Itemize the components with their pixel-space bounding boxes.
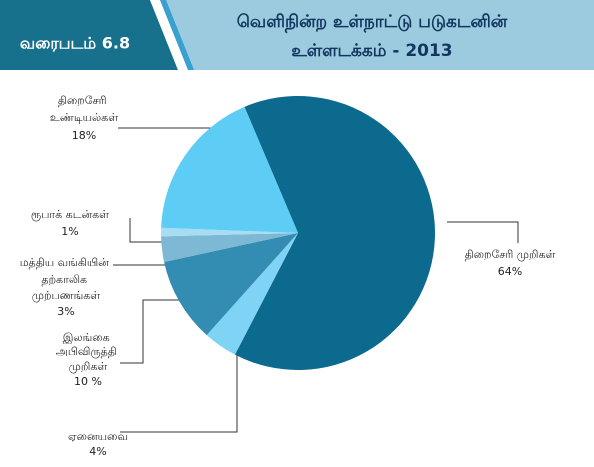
- pie-slice: [234, 95, 436, 370]
- pie-slice: [164, 233, 298, 336]
- slice-label: மத்திய வங்கியின் தற்காலிக முற்பணங்கள்: [20, 256, 113, 302]
- title-banner: [150, 0, 594, 70]
- pie-slice: [206, 233, 298, 355]
- slice-label: திறைசேரி முறிகள்: [465, 248, 556, 261]
- chart-title: உள்ளடக்கம் - 2013: [291, 41, 452, 61]
- label-line: தற்காலிக: [41, 273, 90, 286]
- value-label: 1%: [61, 225, 78, 238]
- label-line: மத்திய வங்கியின்: [20, 256, 113, 269]
- label-line: உண்டியல்கள்: [50, 111, 118, 124]
- label-line: அபிவிருத்தி: [56, 345, 121, 358]
- slice-label: திறைசேரி உண்டியல்கள்: [50, 94, 118, 124]
- chart-title: வெளிநின்ற உள்நாட்டு படுகடனின்: [237, 12, 508, 34]
- leader-line: [120, 299, 180, 364]
- stripe: [160, 0, 194, 70]
- value-label: 10 %: [74, 375, 102, 388]
- label-line: இலங்கை: [63, 331, 113, 344]
- leader-line: [120, 350, 238, 433]
- label-line: ஏனையவை: [68, 430, 128, 443]
- value-label: 64%: [498, 265, 522, 278]
- value-label: 4%: [89, 445, 106, 458]
- figure-box: [0, 0, 178, 70]
- value-label: 3%: [57, 305, 74, 318]
- label-line: முற்பணங்கள்: [32, 289, 101, 302]
- slice-label: ஏனையவை: [68, 430, 128, 443]
- stripe: [150, 0, 188, 70]
- pie-slice: [160, 227, 298, 237]
- leader-line: [129, 218, 165, 243]
- label-line: திறைசேரி: [58, 94, 110, 107]
- leader-line: [447, 221, 519, 243]
- label-line: திறைசேரி முறிகள்: [465, 248, 556, 261]
- value-label: 18%: [72, 129, 96, 142]
- pie-slice: [161, 106, 298, 233]
- label-line: முறிகள்: [69, 360, 108, 373]
- figure-label: வரைபடம் 6.8: [20, 34, 130, 53]
- slice-label: இலங்கை அபிவிருத்தி முறிகள்: [56, 331, 121, 373]
- label-line: ரூபாக் கடன்கள்: [31, 208, 109, 221]
- slice-label: ரூபாக் கடன்கள்: [31, 208, 109, 221]
- pie-slice: [161, 233, 298, 262]
